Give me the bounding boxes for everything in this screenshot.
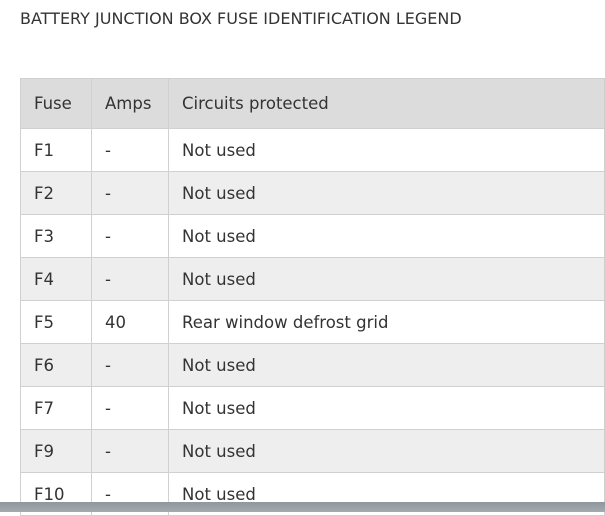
fuse-cell: F4 xyxy=(20,257,92,301)
table-row: F7- Not used xyxy=(20,386,605,430)
circuits-cell: Not used xyxy=(168,343,605,387)
amps-cell: - xyxy=(91,343,169,387)
circuits-cell: Not used xyxy=(168,257,605,301)
bottom-bar xyxy=(0,502,605,512)
circuits-cell: Rear window defrost grid xyxy=(168,300,605,344)
circuits-cell: Not used xyxy=(168,171,605,215)
fuse-table: Fuse Amps Circuits protected F1- Not used… xyxy=(20,78,605,516)
amps-cell: 40 xyxy=(91,300,169,344)
amps-cell: - xyxy=(91,257,169,301)
fuse-cell: F7 xyxy=(20,386,92,430)
table-row: F1- Not used xyxy=(20,128,605,172)
fuse-cell: F1 xyxy=(20,128,92,172)
amps-cell: - xyxy=(91,429,169,473)
circuits-cell: Not used xyxy=(168,128,605,172)
table-row: F2- Not used xyxy=(20,171,605,215)
amps-cell: - xyxy=(91,171,169,215)
circuits-cell: Not used xyxy=(168,214,605,258)
table-row: F9- Not used xyxy=(20,429,605,473)
table-body: F1- Not used F2- Not used F3- Not used F4- Not … xyxy=(20,128,605,516)
fuse-cell: F2 xyxy=(20,171,92,215)
table-row: F3- Not used xyxy=(20,214,605,258)
circuits-cell: Not used xyxy=(168,386,605,430)
table-header-row: Fuse Amps Circuits protected xyxy=(20,78,605,129)
fuse-cell: F6 xyxy=(20,343,92,387)
amps-cell: - xyxy=(91,128,169,172)
fuse-cell: F5 xyxy=(20,300,92,344)
table-row: F6- Not used xyxy=(20,343,605,387)
page-title: BATTERY JUNCTION BOX FUSE IDENTIFICATION… xyxy=(20,9,462,28)
column-header-circuits: Circuits protected xyxy=(168,78,605,129)
circuits-cell: Not used xyxy=(168,429,605,473)
fuse-cell: F3 xyxy=(20,214,92,258)
column-header-fuse: Fuse xyxy=(20,78,92,129)
fuse-cell: F9 xyxy=(20,429,92,473)
amps-cell: - xyxy=(91,386,169,430)
table-row: F5 40 Rear window defrost grid xyxy=(20,300,605,344)
column-header-amps: Amps xyxy=(91,78,169,129)
amps-cell: - xyxy=(91,214,169,258)
table-row: F4- Not used xyxy=(20,257,605,301)
